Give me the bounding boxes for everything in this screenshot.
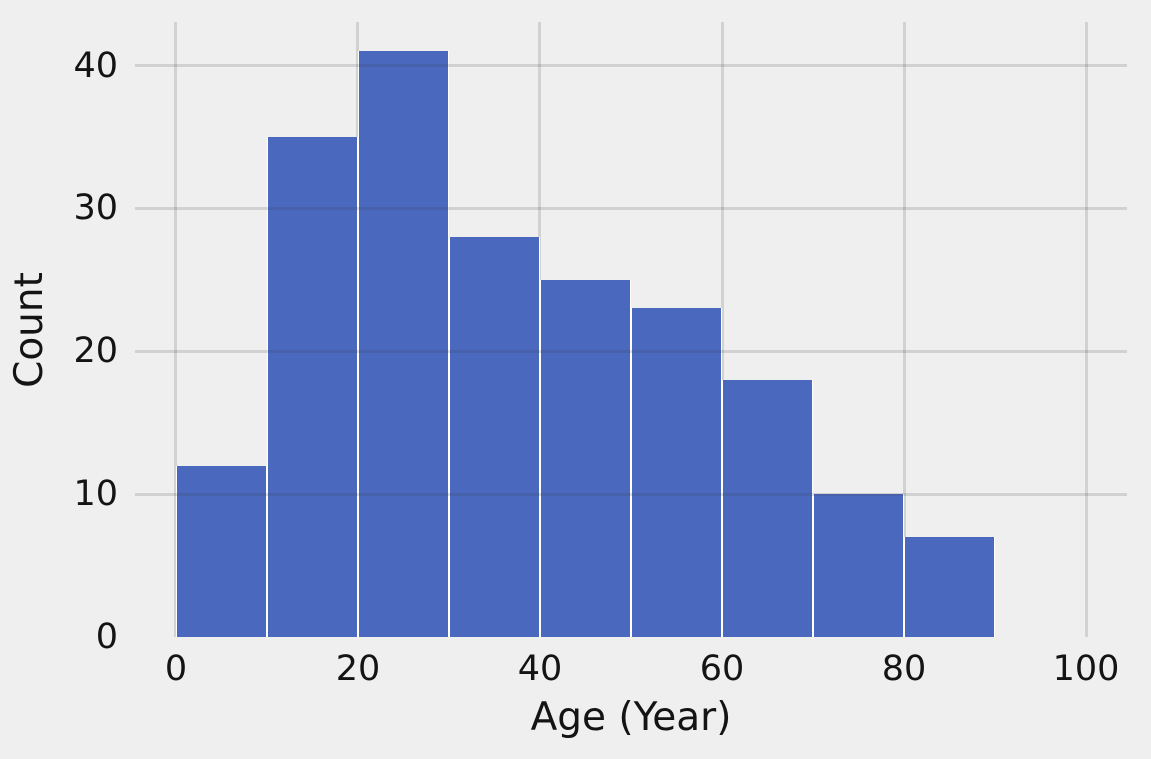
histogram-bar <box>631 308 722 637</box>
vertical-gridline <box>720 22 724 637</box>
y-tick-label: 10 <box>73 474 118 515</box>
histogram-bar <box>175 465 267 637</box>
histogram-bar <box>266 137 358 637</box>
histogram-bar <box>448 237 540 637</box>
y-tick-label: 30 <box>73 188 118 229</box>
x-tick-label: 60 <box>699 649 745 689</box>
x-tick-label: 0 <box>164 649 188 689</box>
horizontal-gridline <box>135 206 1127 210</box>
histogram-bar <box>357 51 449 637</box>
x-tick-label: 40 <box>517 649 563 689</box>
x-axis-label: Age (Year) <box>530 695 732 740</box>
vertical-gridline <box>174 22 178 637</box>
horizontal-gridline <box>135 64 1127 68</box>
vertical-gridline <box>1084 22 1088 637</box>
horizontal-gridline <box>135 492 1127 496</box>
histogram-bar <box>813 494 905 637</box>
vertical-gridline <box>902 22 906 637</box>
histogram-bar <box>722 379 813 637</box>
y-tick-label: 40 <box>73 45 118 86</box>
x-tick-label: 80 <box>881 649 927 689</box>
x-tick-label: 100 <box>1052 649 1120 689</box>
histogram-bar <box>539 279 631 637</box>
histogram-bar <box>904 537 996 637</box>
y-tick-label: 0 <box>95 617 118 657</box>
y-tick-label: 20 <box>73 331 118 372</box>
x-tick-label: 20 <box>335 649 381 689</box>
horizontal-gridline <box>135 349 1127 353</box>
y-axis-label: Count <box>7 271 52 388</box>
